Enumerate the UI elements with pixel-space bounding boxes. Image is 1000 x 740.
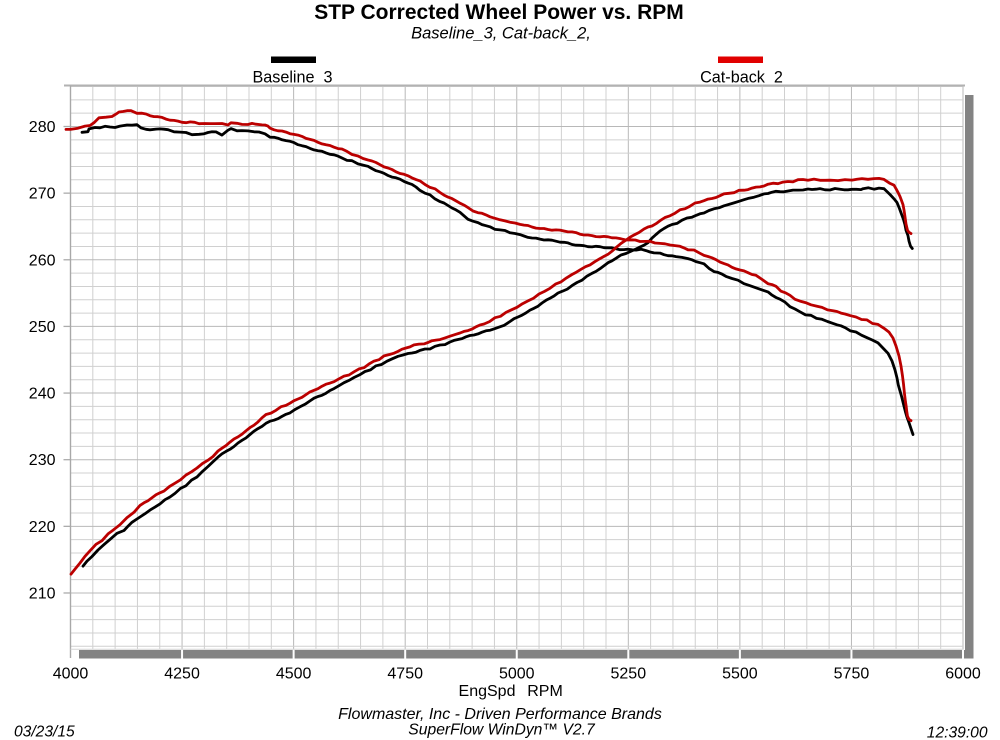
svg-text:4500: 4500 — [276, 666, 312, 683]
svg-text:280: 280 — [29, 119, 56, 136]
svg-text:210: 210 — [29, 585, 56, 602]
svg-text:5000: 5000 — [499, 666, 535, 683]
svg-text:STP Corrected Wheel Power vs.: STP Corrected Wheel Power vs. RPM — [314, 1, 684, 24]
svg-text:Baseline_3, Cat-back_2,: Baseline_3, Cat-back_2, — [411, 25, 591, 43]
svg-text:RPM: RPM — [527, 683, 563, 700]
svg-text:Cat-back_2: Cat-back_2 — [700, 68, 783, 86]
svg-text:4000: 4000 — [53, 666, 89, 683]
svg-text:270: 270 — [29, 186, 56, 203]
svg-text:5500: 5500 — [722, 666, 758, 683]
svg-text:240: 240 — [29, 386, 56, 403]
svg-text:5250: 5250 — [611, 666, 647, 683]
svg-text:250: 250 — [29, 319, 56, 336]
svg-text:03/23/15: 03/23/15 — [14, 724, 75, 740]
svg-text:220: 220 — [29, 519, 56, 536]
svg-text:SuperFlow WinDyn™ V2.7: SuperFlow WinDyn™ V2.7 — [408, 722, 596, 739]
svg-text:5750: 5750 — [834, 666, 870, 683]
svg-text:4250: 4250 — [164, 666, 200, 683]
svg-text:12:39:00: 12:39:00 — [927, 725, 988, 740]
svg-text:260: 260 — [29, 252, 56, 269]
svg-text:Flowmaster, Inc - Driven Perfo: Flowmaster, Inc - Driven Performance Bra… — [338, 706, 662, 723]
svg-text:EngSpd: EngSpd — [459, 683, 516, 700]
svg-text:Baseline_3: Baseline_3 — [252, 68, 332, 86]
svg-text:4750: 4750 — [387, 666, 423, 683]
svg-text:6000: 6000 — [945, 666, 981, 683]
svg-text:230: 230 — [29, 452, 56, 469]
